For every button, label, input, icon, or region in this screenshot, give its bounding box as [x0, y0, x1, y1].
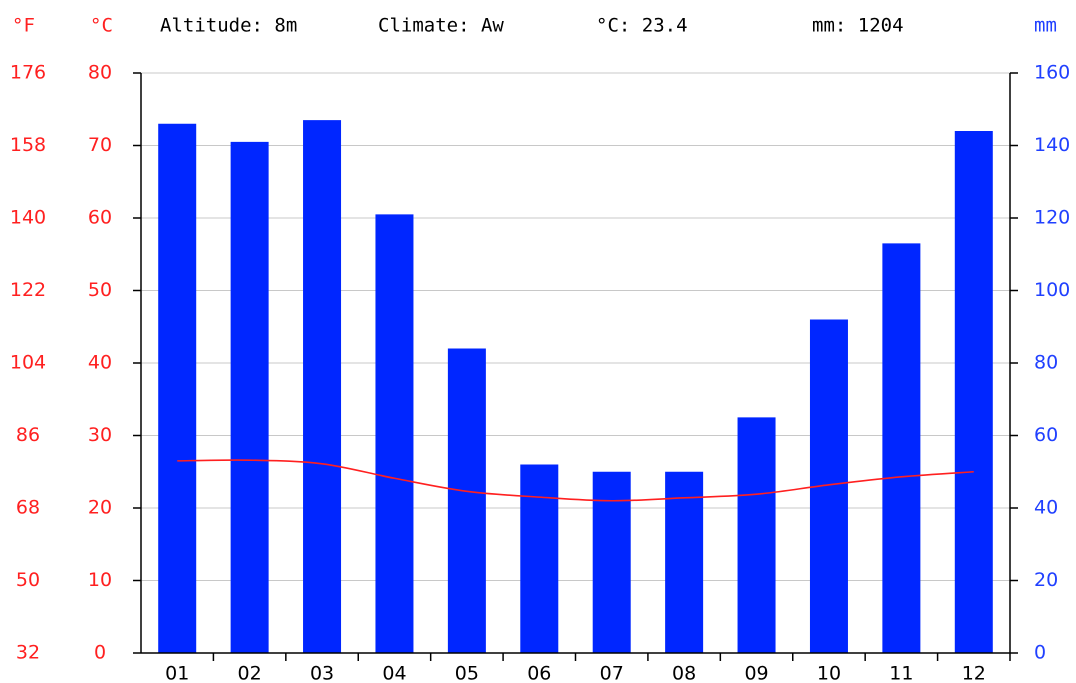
x-tick-label: 07: [600, 663, 624, 683]
bar: [375, 214, 414, 653]
y-tick-label: 0: [94, 642, 106, 664]
bar: [592, 471, 631, 653]
unit-mm: mm: [1034, 15, 1057, 37]
x-tick-label: 04: [382, 663, 406, 683]
y2-tick-label: 100: [1034, 279, 1070, 301]
header-altitude: Altitude: 8m: [160, 15, 297, 37]
x-tick-label: 06: [527, 663, 551, 683]
temperature-line: [177, 459, 974, 502]
bar: [230, 141, 269, 653]
y3-tick-label: 86: [16, 424, 40, 446]
y-tick-label: 60: [88, 207, 112, 229]
y-tick-label: 40: [88, 352, 112, 374]
y-tick-label: 20: [88, 497, 112, 519]
x-tick-label: 02: [238, 663, 262, 683]
y-tick-label: 70: [88, 134, 112, 156]
bar: [303, 120, 342, 653]
y-tick-label: 80: [88, 62, 112, 84]
header-temperature: °C: 23.4: [596, 15, 688, 37]
y3-tick-label: 50: [16, 569, 40, 591]
y2-tick-label: 20: [1034, 569, 1058, 591]
bar: [520, 464, 559, 653]
bar: [882, 243, 921, 653]
x-tick-label: 10: [817, 663, 841, 683]
y3-tick-label: 104: [10, 352, 46, 374]
y2-tick-label: 0: [1034, 642, 1046, 664]
bar: [737, 417, 776, 653]
y3-tick-label: 140: [10, 207, 46, 229]
y3-tick-label: 176: [10, 62, 46, 84]
x-tick-label: 12: [962, 663, 986, 683]
y-tick-label: 30: [88, 424, 112, 446]
y2-tick-label: 60: [1034, 424, 1058, 446]
x-tick-label: 09: [744, 663, 768, 683]
y3-tick-label: 158: [10, 134, 46, 156]
unit-fahrenheit: °F: [12, 15, 35, 37]
y-tick-label: 10: [88, 569, 112, 591]
y3-tick-label: 68: [16, 497, 40, 519]
bar: [158, 123, 197, 653]
bar: [447, 348, 486, 653]
y2-tick-label: 40: [1034, 497, 1058, 519]
y3-tick-label: 122: [10, 279, 46, 301]
bar: [954, 131, 993, 653]
y3-tick-label: 32: [16, 642, 40, 664]
x-tick-label: 08: [672, 663, 696, 683]
y2-tick-label: 160: [1034, 62, 1070, 84]
y-tick-label: 50: [88, 279, 112, 301]
bar: [665, 471, 704, 653]
x-tick-label: 01: [165, 663, 189, 683]
header-climate: Climate: Aw: [378, 15, 504, 37]
x-tick-label: 05: [455, 663, 479, 683]
x-tick-label: 11: [889, 663, 913, 683]
x-tick-label: 03: [310, 663, 334, 683]
y2-tick-label: 140: [1034, 134, 1070, 156]
header-precipitation: mm: 1204: [812, 15, 904, 37]
y2-tick-label: 120: [1034, 207, 1070, 229]
y2-tick-label: 80: [1034, 352, 1058, 374]
unit-celsius: °C: [90, 15, 113, 37]
